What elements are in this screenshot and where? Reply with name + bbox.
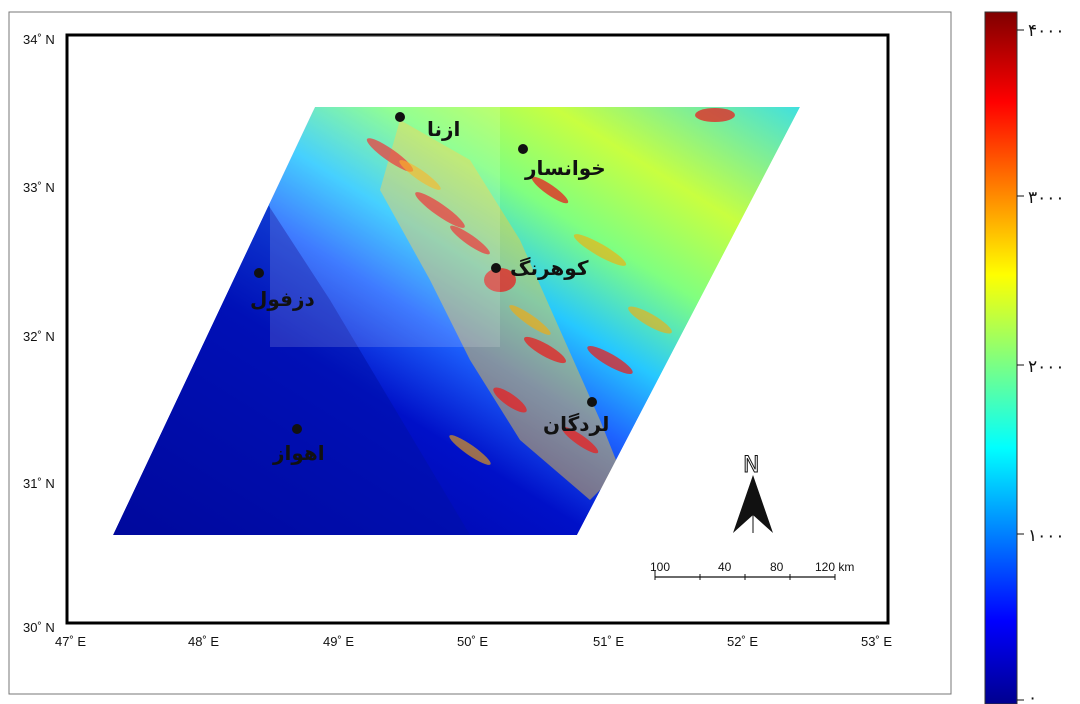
x-tick-label: 50˚ E: [457, 634, 488, 649]
north-arrow-icon: [733, 475, 773, 533]
scale-bar: 100 40 80 120 km: [650, 560, 854, 580]
city-dot: [395, 112, 405, 122]
city-azna: ازنا: [395, 112, 460, 141]
city-label: ازنا: [427, 117, 460, 141]
city-dot: [587, 397, 597, 407]
city-label: کوهرنگ: [510, 256, 589, 280]
colorbar-tick: ۳۰۰۰: [1028, 188, 1065, 208]
city-label: دزفول: [250, 287, 315, 311]
north-arrow: N: [733, 453, 773, 533]
city-label: اهواز: [272, 441, 325, 465]
city-khansar: خوانسار: [518, 144, 606, 180]
city-markers: ازنا خوانسار کوهرنگ دزفول لردگان اهواز: [250, 112, 609, 465]
x-axis-ticks: 47˚ E 48˚ E 49˚ E 50˚ E 51˚ E 52˚ E 53˚ …: [55, 634, 892, 649]
x-tick-label: 53˚ E: [861, 634, 892, 649]
city-label: لردگان: [543, 412, 609, 436]
city-dezful: دزفول: [250, 268, 315, 311]
city-ahvaz: اهواز: [272, 424, 325, 465]
colorbar-ramp: [984, 11, 1018, 704]
colorbar-tick: ۲۰۰۰: [1028, 357, 1065, 377]
x-tick-label: 52˚ E: [727, 634, 758, 649]
overlay-tile: [270, 35, 500, 347]
x-tick-label: 47˚ E: [55, 634, 86, 649]
colorbar: ۴۰۰۰ ۳۰۰۰ ۲۰۰۰ ۱۰۰۰ ۰: [984, 11, 1065, 704]
city-kuhrang: کوهرنگ: [491, 256, 589, 280]
x-tick-label: 51˚ E: [593, 634, 624, 649]
city-dot: [491, 263, 501, 273]
x-tick-label: 49˚ E: [323, 634, 354, 649]
elevation-raster: [113, 107, 800, 535]
city-dot: [518, 144, 528, 154]
y-tick-label: 34˚ N: [23, 32, 55, 47]
colorbar-tick: ۴۰۰۰: [1028, 21, 1065, 41]
scale-label: 100: [650, 560, 670, 574]
colorbar-tick: ۰: [1028, 688, 1037, 704]
city-label: خوانسار: [524, 156, 606, 180]
city-lordegan: لردگان: [543, 397, 609, 436]
colorbar-tick: ۱۰۰۰: [1028, 526, 1065, 546]
y-axis-ticks: 34˚ N 33˚ N 32˚ N 31˚ N 30˚ N: [23, 32, 55, 635]
y-tick-label: 30˚ N: [23, 620, 55, 635]
scale-label: 120 km: [815, 560, 854, 574]
scale-label: 40: [718, 560, 732, 574]
scale-label: 80: [770, 560, 784, 574]
north-arrow-label: N: [743, 453, 759, 478]
city-dot: [292, 424, 302, 434]
y-tick-label: 32˚ N: [23, 329, 55, 344]
x-tick-label: 48˚ E: [188, 634, 219, 649]
y-tick-label: 31˚ N: [23, 476, 55, 491]
city-dot: [254, 268, 264, 278]
y-tick-label: 33˚ N: [23, 180, 55, 195]
